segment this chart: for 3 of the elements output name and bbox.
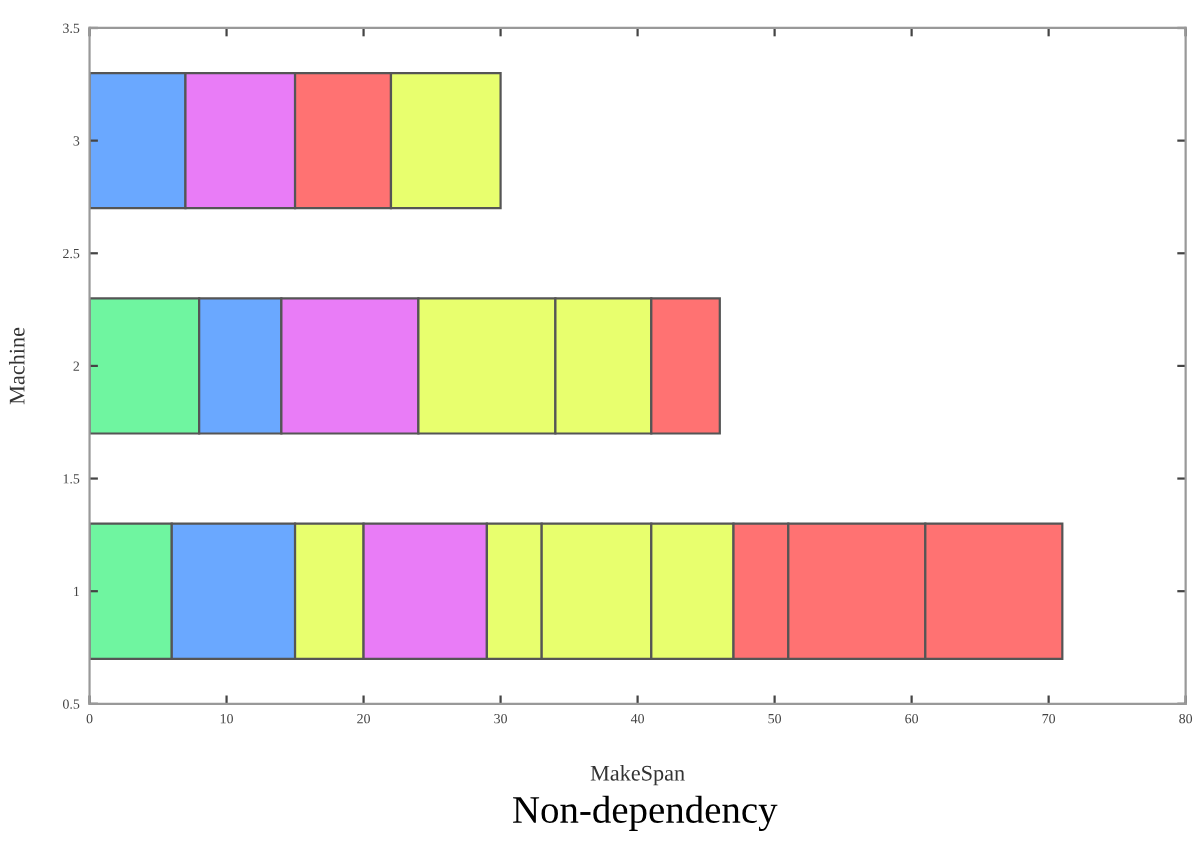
x-axis-title: MakeSpan <box>590 765 685 786</box>
text: Non-dependency <box>513 795 778 832</box>
y-axis-title: Machine <box>8 327 25 405</box>
